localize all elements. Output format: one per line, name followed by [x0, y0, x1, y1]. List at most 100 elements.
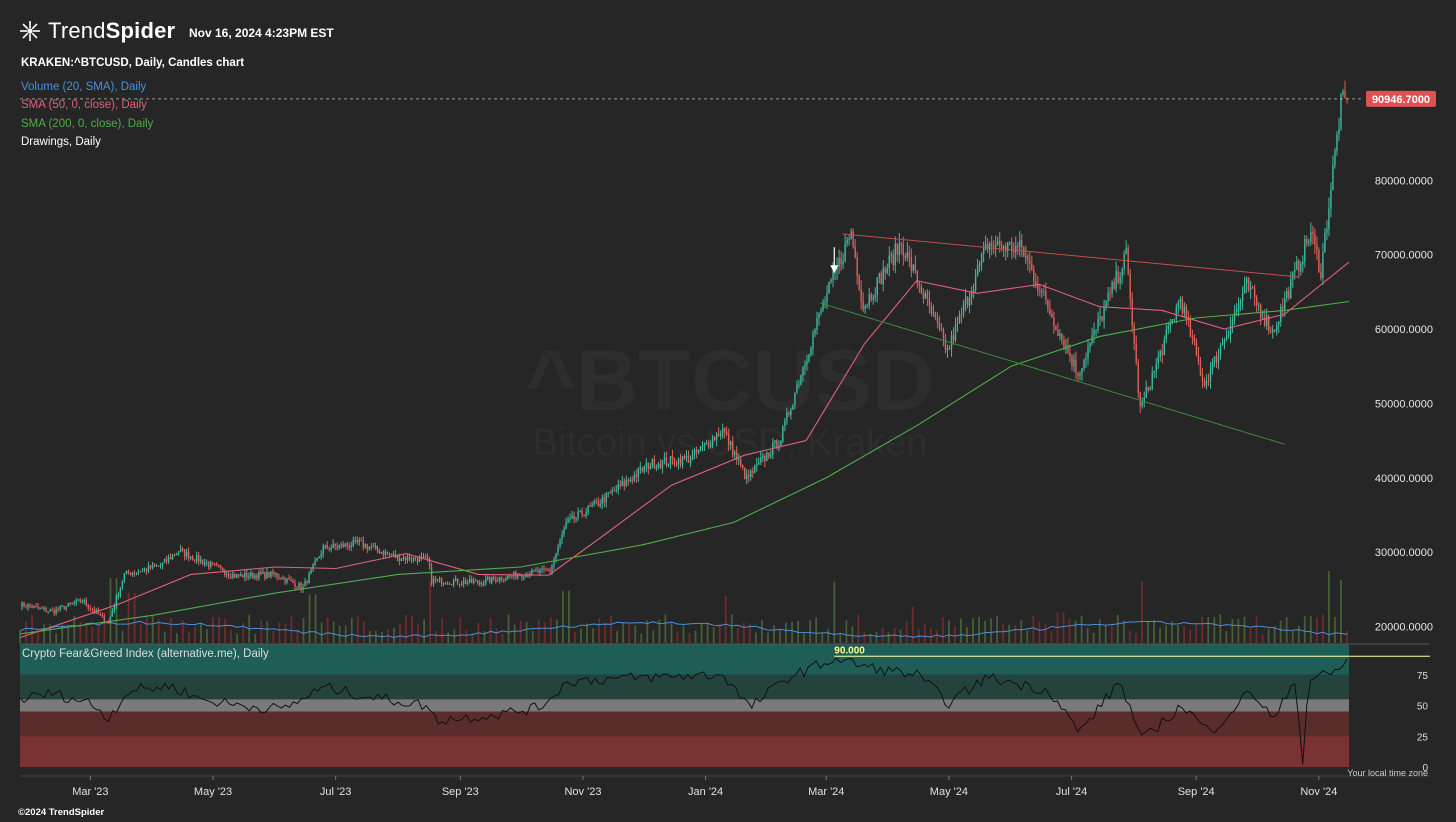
- symbol-title[interactable]: KRAKEN:^BTCUSD, Daily, Candles chart: [21, 57, 245, 69]
- candle-body: [1113, 281, 1115, 289]
- candle: [603, 493, 605, 507]
- candle-body: [940, 328, 943, 330]
- volume-bar: [742, 622, 745, 643]
- volume-bar: [55, 633, 58, 643]
- candle-body: [376, 545, 379, 551]
- candle-body: [340, 543, 342, 546]
- candle-body: [966, 297, 969, 306]
- legend-sma50[interactable]: SMA (50, 0, close), Daily: [21, 99, 147, 111]
- candle: [950, 330, 953, 357]
- trendlines[interactable]: [820, 233, 1299, 445]
- candle-body: [1037, 284, 1039, 291]
- candle-body: [63, 606, 65, 610]
- candle-body: [902, 244, 905, 257]
- legend-drawings[interactable]: Drawings, Daily: [21, 136, 101, 148]
- candle: [583, 514, 585, 517]
- candle: [818, 312, 820, 326]
- candle-body: [1179, 298, 1182, 303]
- candle-body: [143, 568, 146, 570]
- candle-body: [786, 412, 788, 421]
- candle: [368, 545, 371, 551]
- candle: [1221, 337, 1224, 346]
- volume-bar: [785, 622, 787, 643]
- candle-body: [637, 468, 640, 478]
- candle-body: [910, 257, 913, 271]
- candle: [697, 449, 700, 455]
- candle-body: [1107, 293, 1109, 301]
- candle-body: [802, 367, 804, 376]
- candle-body: [884, 268, 886, 273]
- candle: [573, 511, 575, 524]
- candle: [1029, 251, 1031, 274]
- volume-bar: [1340, 580, 1342, 643]
- candle-body: [932, 312, 935, 314]
- candle: [169, 553, 172, 560]
- legend-sma200[interactable]: SMA (200, 0, close), Daily: [21, 118, 154, 130]
- candle: [1057, 322, 1059, 337]
- candle: [655, 464, 658, 472]
- volume-bar: [815, 617, 818, 643]
- candle: [986, 237, 989, 253]
- candle: [926, 289, 929, 306]
- candle-body: [1181, 298, 1184, 313]
- legend-volume[interactable]: Volume (20, SMA), Daily: [21, 81, 147, 93]
- candle: [780, 440, 782, 446]
- candle-body: [1231, 319, 1234, 326]
- timestamp: Nov 16, 2024 4:23PM EST: [189, 26, 334, 40]
- candle-body: [135, 572, 138, 574]
- candle-body: [1290, 279, 1292, 299]
- candle: [792, 404, 794, 411]
- volume-bar: [1074, 620, 1077, 643]
- candle: [390, 553, 393, 557]
- candle-body: [125, 570, 128, 574]
- candle-body: [950, 335, 953, 349]
- candle-body: [378, 550, 381, 554]
- candle-body: [547, 570, 549, 572]
- candle: [1145, 380, 1147, 399]
- volume-bar: [85, 624, 88, 643]
- candle: [621, 475, 623, 487]
- candle-body: [583, 514, 585, 516]
- volume-bar: [230, 629, 233, 643]
- volume-bar: [73, 615, 76, 643]
- candle-body: [69, 603, 71, 605]
- candle-body: [139, 571, 142, 573]
- candle: [948, 345, 951, 351]
- candle: [864, 304, 866, 314]
- candle-body: [713, 437, 716, 440]
- candle-body: [862, 301, 864, 310]
- candle: [1095, 329, 1097, 337]
- candle-body: [543, 568, 545, 570]
- candle: [1039, 284, 1041, 297]
- candle-body: [107, 622, 110, 624]
- candle-body: [489, 577, 491, 583]
- candle-body: [906, 252, 909, 259]
- candle: [324, 544, 326, 550]
- trendspider-logo[interactable]: TrendSpider: [18, 18, 175, 44]
- candle-body: [756, 464, 758, 466]
- candle: [444, 581, 447, 585]
- price-tick-label: 40000.0000: [1375, 473, 1433, 485]
- candle: [559, 538, 561, 549]
- candle: [816, 311, 818, 335]
- volume-bar: [381, 631, 383, 643]
- timezone-note: Your local time zone: [1347, 768, 1428, 778]
- candle-body: [990, 243, 993, 246]
- candles[interactable]: [21, 80, 1348, 625]
- candle: [432, 575, 435, 587]
- candle-body: [1255, 297, 1258, 306]
- candle-body: [639, 467, 642, 469]
- candle-body: [824, 301, 826, 303]
- sma-lines: [19, 261, 1350, 639]
- candle-body: [581, 510, 583, 515]
- candle-body: [386, 551, 389, 554]
- volume-bar: [567, 590, 570, 643]
- candle-body: [1111, 281, 1113, 294]
- candle: [501, 576, 503, 583]
- sma-line: [19, 261, 1350, 639]
- candle: [240, 571, 242, 577]
- volume-bar: [266, 621, 269, 643]
- candle-body: [573, 515, 575, 520]
- volume-bar: [586, 623, 588, 643]
